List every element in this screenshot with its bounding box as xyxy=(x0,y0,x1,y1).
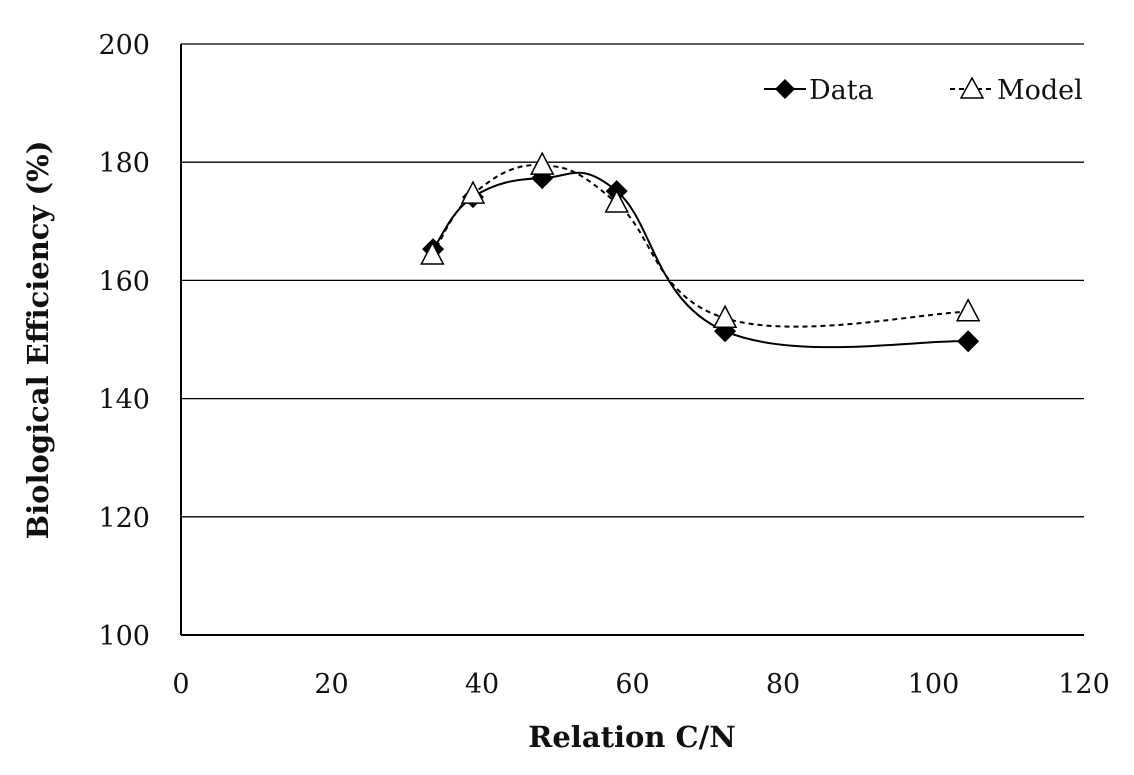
model-point-triangle xyxy=(604,189,629,213)
x-tick-labels: 0 20 40 60 80 100 120 xyxy=(172,669,1109,700)
y-tick-label: 140 xyxy=(98,385,150,416)
legend-data-diamond-icon xyxy=(775,79,795,99)
y-tick-label: 200 xyxy=(98,30,150,61)
y-tick-label: 160 xyxy=(98,266,150,297)
legend: Data Model xyxy=(764,75,1083,106)
x-tick-label: 120 xyxy=(1058,669,1110,700)
series-layer xyxy=(420,151,981,353)
x-tick-label: 20 xyxy=(314,669,348,700)
legend-model-label: Model xyxy=(997,75,1083,106)
axes xyxy=(180,44,1084,636)
gridlines xyxy=(181,43,1084,518)
series-line-model xyxy=(431,164,969,328)
y-tick-label: 120 xyxy=(98,503,150,534)
x-tick-label: 0 xyxy=(172,669,189,700)
model-point-triangle xyxy=(529,151,555,175)
model-point-triangle xyxy=(712,304,738,328)
x-tick-label: 80 xyxy=(766,669,800,700)
legend-model-triangle-icon xyxy=(959,76,985,99)
model-point-triangle xyxy=(420,241,445,265)
x-tick-label: 60 xyxy=(615,669,649,700)
x-tick-label: 100 xyxy=(908,669,960,700)
data-point-diamond xyxy=(957,330,980,353)
x-tick-label: 40 xyxy=(465,669,499,700)
y-tick-labels: 100 120 140 160 180 200 xyxy=(98,30,150,652)
model-point-triangle xyxy=(955,298,981,322)
y-axis-title: Biological Efficiency (%) xyxy=(21,141,55,540)
legend-data-label: Data xyxy=(809,75,874,106)
x-axis-title: Relation C/N xyxy=(528,720,735,754)
model-point-triangle xyxy=(460,180,486,204)
y-tick-label: 100 xyxy=(98,621,150,652)
y-tick-label: 180 xyxy=(98,148,150,179)
